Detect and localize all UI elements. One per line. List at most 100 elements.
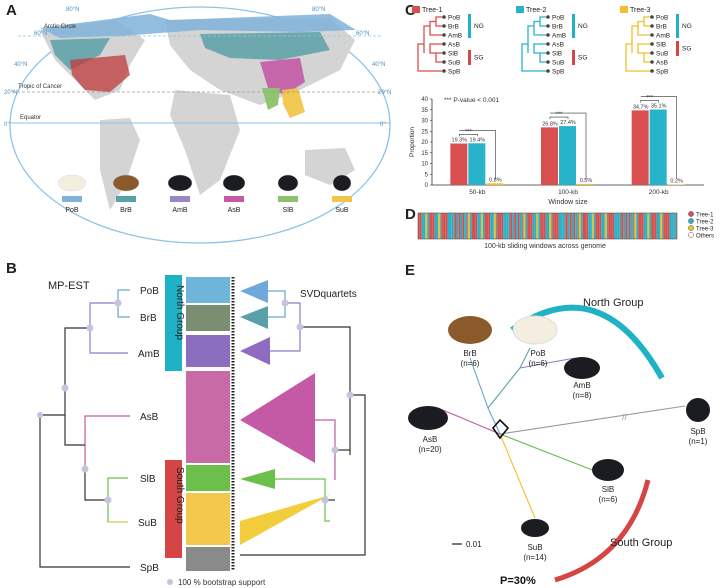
network-n-spb: (n=1) — [689, 437, 708, 446]
bear-label-pob: PoB — [65, 207, 79, 214]
equator-label: Equator — [20, 115, 41, 121]
genome-window — [630, 213, 633, 239]
genome-window — [671, 213, 674, 239]
genome-window — [451, 213, 454, 239]
genome-window — [506, 213, 509, 239]
genome-window — [517, 213, 520, 239]
genome-window — [577, 213, 579, 239]
network-taxon-amb: AmB — [573, 381, 590, 390]
genome-window — [640, 213, 642, 239]
tree1-tip-pob — [442, 15, 446, 19]
genome-window — [493, 213, 496, 239]
phylogenetic-network: North Group South Group // BrB(n=6)PoB(n… — [408, 297, 710, 587]
tree2-label-sub: SuB — [552, 60, 564, 67]
strip-sub — [186, 493, 230, 545]
tree3-sg-label: SG — [682, 46, 691, 53]
tree3-label-spb: SpB — [656, 69, 668, 76]
strip-spb — [186, 547, 230, 571]
slb-icon — [592, 459, 624, 481]
taxon-slb: SlB — [140, 474, 156, 485]
tree-legend-label-3: Tree-3 — [630, 7, 650, 14]
tree2-tip-slb — [546, 51, 550, 55]
genome-window — [477, 213, 480, 239]
strip-legend-dot-2 — [688, 218, 694, 224]
tree2-label-slb: SlB — [552, 51, 562, 58]
network-n-brb: (n=6) — [461, 359, 480, 368]
lat-right-20: 20°N — [378, 90, 391, 96]
taxon-sub: SuB — [138, 518, 157, 529]
genome-window — [486, 213, 489, 239]
genome-window-strip: 100-kb sliding windows across genome Tre… — [417, 211, 714, 250]
y-tick-label-5: 5 — [425, 172, 429, 178]
genome-window — [484, 213, 487, 239]
genome-window — [462, 213, 465, 239]
genome-window — [482, 213, 485, 239]
topology-tree-3 — [625, 16, 650, 72]
tree1-label-sub: SuB — [448, 60, 460, 67]
genome-window — [665, 213, 668, 239]
tree1-tip-sub — [442, 60, 446, 64]
swatch-brb — [116, 196, 136, 202]
lat-left-60: 60°N — [34, 31, 47, 37]
y-tick-label-25: 25 — [421, 129, 428, 135]
asb-icon — [408, 406, 448, 430]
bar-50-kb-tree-3 — [486, 183, 504, 185]
sig-bracket-100-kb — [549, 112, 587, 179]
tree-legend-label-1: Tree-1 — [422, 7, 442, 14]
network-n-asb: (n=20) — [418, 445, 442, 454]
genome-window — [573, 213, 576, 239]
genome-window — [656, 213, 659, 239]
strip-legend-label-1: Tree-1 — [696, 213, 714, 219]
tree1-sg-label: SG — [474, 55, 483, 62]
sig-bracket-200-kb — [640, 96, 677, 179]
tree3-tip-sub — [650, 51, 654, 55]
tree1-tip-amb — [442, 33, 446, 37]
genome-window — [543, 213, 546, 239]
x-tick-200-kb: 200-kb — [649, 189, 669, 196]
bar-value-50-kb-tree-3: 0.8% — [489, 177, 502, 183]
network-taxon-brb: BrB — [463, 349, 476, 358]
genome-window — [467, 213, 470, 239]
genome-window — [604, 213, 607, 239]
south-group-arc — [554, 479, 651, 583]
tree-legend-swatch-1 — [412, 6, 420, 13]
genome-window — [440, 213, 443, 239]
mp-est-nodes — [37, 299, 122, 504]
bootstrap-legend-dot — [167, 579, 173, 585]
tree3-tip-spb — [650, 69, 654, 73]
genome-window — [434, 213, 437, 239]
lat-right-80: 80°N — [312, 7, 325, 13]
genome-window — [547, 213, 550, 239]
genome-window — [632, 213, 635, 239]
tree3-tip-amb — [650, 33, 654, 37]
genome-window — [601, 213, 603, 239]
strip-legend-dot-3 — [688, 225, 694, 231]
network-taxon-pob: PoB — [530, 349, 545, 358]
tree3-tip-brb — [650, 24, 654, 28]
bar-value-50-kb-tree-1: 19.3% — [452, 138, 468, 144]
triangle-sub — [240, 495, 330, 545]
y-tick-label-15: 15 — [421, 151, 428, 157]
tree1-label-pob: PoB — [448, 15, 460, 22]
tree2-tip-amb — [546, 33, 550, 37]
bear-asb-icon — [222, 174, 246, 192]
genome-window — [575, 213, 578, 239]
bear-label-amb: AmB — [172, 207, 188, 214]
north-group-bar — [165, 275, 182, 371]
bar-value-100-kb-tree-3: 0.5% — [580, 178, 593, 184]
bear-legend: PoB BrB AmB AsB SlB SuB — [57, 174, 352, 214]
genome-window — [619, 213, 622, 239]
genome-window — [504, 213, 507, 239]
genome-window — [464, 213, 467, 239]
genome-window — [479, 213, 481, 239]
tree2-tip-sub — [546, 60, 550, 64]
taxon-spb: SpB — [140, 563, 159, 574]
tree3-ng-bar — [676, 14, 679, 38]
tree-legend-swatch-3 — [620, 6, 628, 13]
lat-left-20: 20°N — [4, 90, 17, 96]
genome-window — [590, 213, 592, 239]
genome-window — [475, 213, 478, 239]
arctic-circle-label: Arctic Circle — [44, 24, 77, 30]
tree1-sg-bar — [468, 50, 471, 65]
genome-window — [430, 213, 433, 239]
